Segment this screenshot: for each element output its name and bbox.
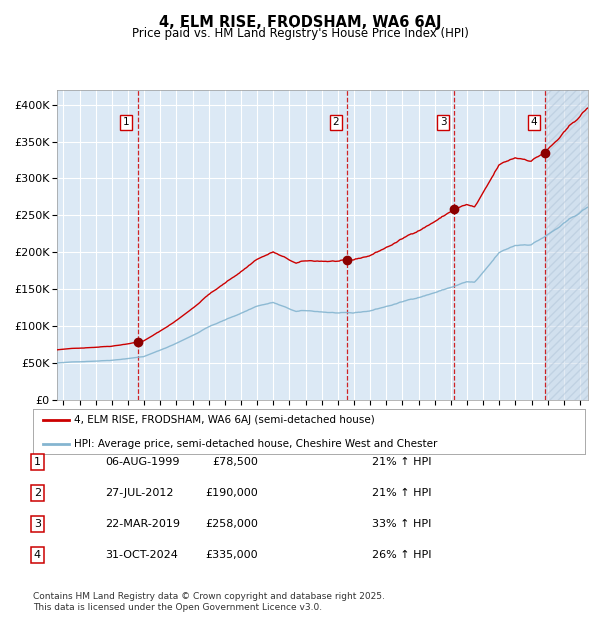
Text: 4: 4 [530, 117, 537, 128]
Text: £78,500: £78,500 [212, 457, 258, 467]
Text: £190,000: £190,000 [205, 488, 258, 498]
Text: 26% ↑ HPI: 26% ↑ HPI [372, 550, 431, 560]
Text: 1: 1 [34, 457, 41, 467]
Text: 2: 2 [332, 117, 339, 128]
Text: 4, ELM RISE, FRODSHAM, WA6 6AJ: 4, ELM RISE, FRODSHAM, WA6 6AJ [159, 16, 441, 30]
Text: Contains HM Land Registry data © Crown copyright and database right 2025.: Contains HM Land Registry data © Crown c… [33, 592, 385, 601]
Text: 2: 2 [34, 488, 41, 498]
Bar [545, 90, 588, 400]
Text: 21% ↑ HPI: 21% ↑ HPI [372, 457, 431, 467]
Text: 4: 4 [34, 550, 41, 560]
Text: 21% ↑ HPI: 21% ↑ HPI [372, 488, 431, 498]
Text: HPI: Average price, semi-detached house, Cheshire West and Chester: HPI: Average price, semi-detached house,… [74, 439, 438, 449]
Text: £258,000: £258,000 [205, 519, 258, 529]
Text: Price paid vs. HM Land Registry's House Price Index (HPI): Price paid vs. HM Land Registry's House … [131, 27, 469, 40]
Text: £335,000: £335,000 [205, 550, 258, 560]
Text: 27-JUL-2012: 27-JUL-2012 [105, 488, 173, 498]
Text: 3: 3 [440, 117, 446, 128]
Text: 1: 1 [123, 117, 130, 128]
Text: 06-AUG-1999: 06-AUG-1999 [105, 457, 179, 467]
Text: 31-OCT-2024: 31-OCT-2024 [105, 550, 178, 560]
Text: 4, ELM RISE, FRODSHAM, WA6 6AJ (semi-detached house): 4, ELM RISE, FRODSHAM, WA6 6AJ (semi-det… [74, 415, 375, 425]
Text: 3: 3 [34, 519, 41, 529]
Text: 22-MAR-2019: 22-MAR-2019 [105, 519, 180, 529]
Text: This data is licensed under the Open Government Licence v3.0.: This data is licensed under the Open Gov… [33, 603, 322, 612]
Text: 33% ↑ HPI: 33% ↑ HPI [372, 519, 431, 529]
